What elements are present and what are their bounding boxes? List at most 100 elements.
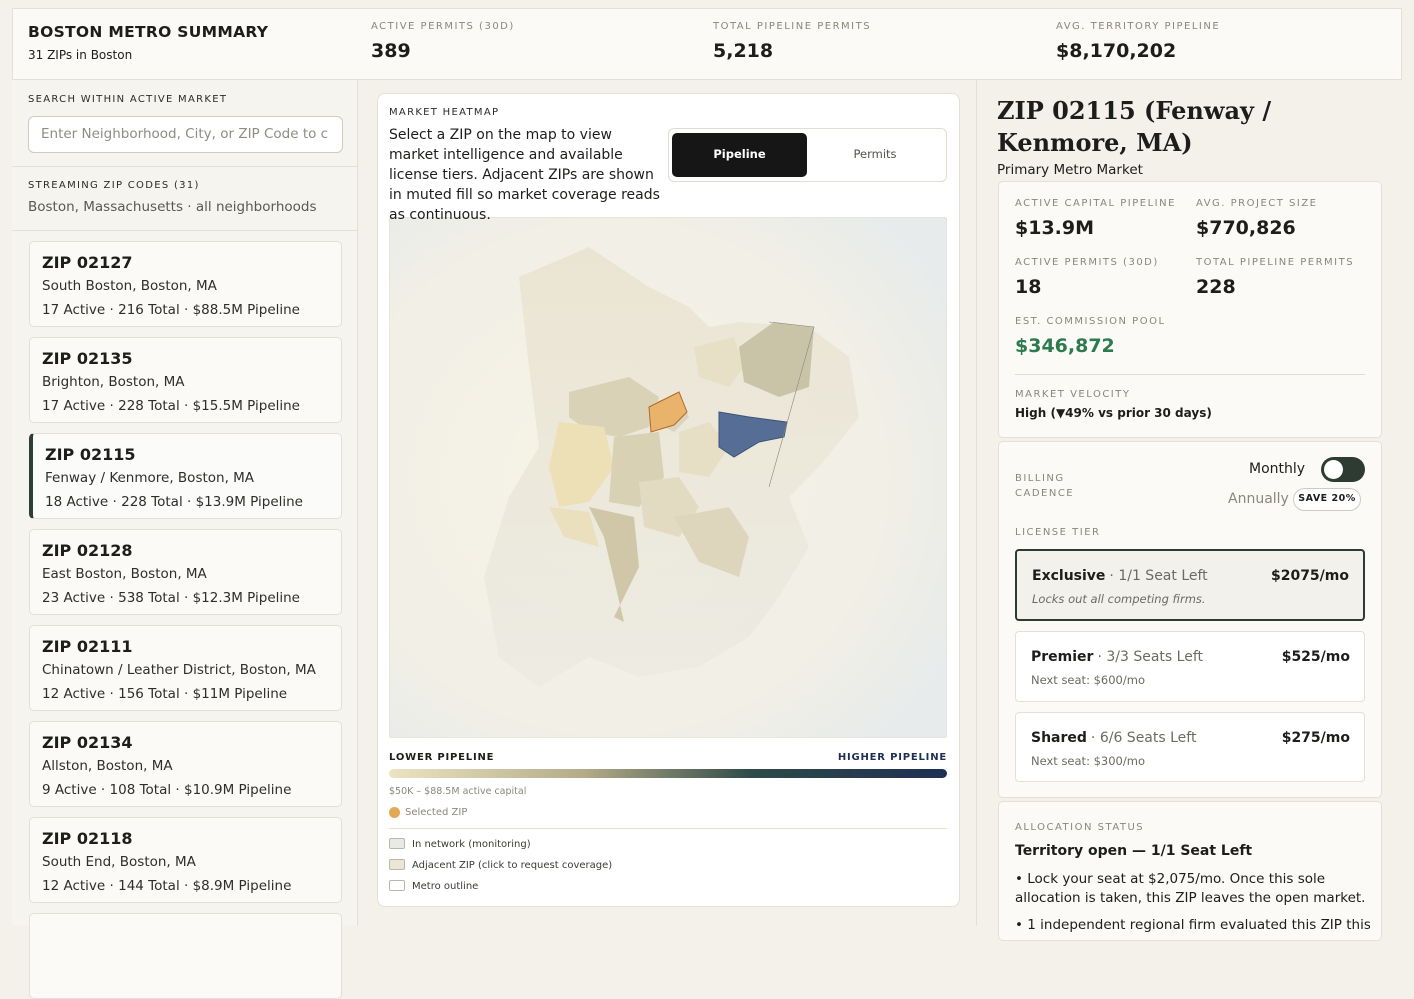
tier-note: Next seat: $300/mo <box>1031 754 1145 768</box>
stat-value: $8,170,202 <box>1056 40 1177 62</box>
zip-card[interactable]: ZIP 02127 South Boston, Boston, MA 17 Acti… <box>29 241 342 327</box>
tier-price: $525/mo <box>1281 649 1350 665</box>
legend-item: Metro outline <box>412 881 479 892</box>
tier-card[interactable]: Shared · 6/6 Seats Left $275/mo Next seat: … <box>1015 712 1365 782</box>
zip-code: ZIP 02127 <box>42 253 133 272</box>
allocation-status: Territory open — 1/1 Seat Left <box>1015 843 1253 859</box>
zip-code: ZIP 02118 <box>42 829 133 848</box>
metric-value: 18 <box>1015 276 1042 298</box>
zip-card[interactable]: ZIP 02118 South End, Boston, MA 12 Active … <box>29 817 342 903</box>
zip-stats: 17 Active · 228 Total · $15.5M Pipeline <box>42 398 300 414</box>
tier-seats: · 6/6 Seats Left <box>1090 730 1197 746</box>
billing-monthly: Monthly <box>1249 461 1306 477</box>
legend-swatch <box>389 838 405 849</box>
tier-title: Shared · 6/6 Seats Left <box>1031 730 1196 746</box>
zip-area: South Boston, Boston, MA <box>42 278 217 294</box>
zip-card[interactable]: ZIP 02135 Brighton, Boston, MA 17 Active ·… <box>29 337 342 423</box>
list-label: STREAMING ZIP CODES (31) <box>28 180 200 191</box>
selected-dot <box>389 807 400 818</box>
zip-stats: 17 Active · 216 Total · $88.5M Pipeline <box>42 302 300 318</box>
metric-label: EST. COMMISSION POOL <box>1015 316 1166 327</box>
zip-stats: 18 Active · 228 Total · $13.9M Pipeline <box>45 494 303 510</box>
zip-card[interactable]: ZIP 02128 East Boston, Boston, MA 23 Activ… <box>29 529 342 615</box>
tier-title: Premier · 3/3 Seats Left <box>1031 649 1203 665</box>
tier-card[interactable]: Premier · 3/3 Seats Left $525/mo Next seat:… <box>1015 631 1365 702</box>
legend-low: LOWER PIPELINE <box>389 752 495 763</box>
zip-area: Chinatown / Leather District, Boston, MA <box>42 662 316 678</box>
divider <box>12 230 358 231</box>
zip-card[interactable]: ZIP 02134 Allston, Boston, MA 9 Active · 1… <box>29 721 342 807</box>
search-input[interactable] <box>28 116 343 153</box>
velocity-label: MARKET VELOCITY <box>1015 389 1131 400</box>
stat-label: ACTIVE PERMITS (30D) <box>371 21 515 32</box>
zip-area: South End, Boston, MA <box>42 854 196 870</box>
zip-title: ZIP 02115 (Fenway / Kenmore, MA) <box>997 96 1272 157</box>
tab-active[interactable] <box>672 133 807 177</box>
toggle[interactable] <box>1321 457 1365 482</box>
tier-name: Premier <box>1031 649 1094 665</box>
legend-high: HIGHER PIPELINE <box>837 752 947 763</box>
license-label: LICENSE TIER <box>1015 527 1101 538</box>
zip-stats: 23 Active · 538 Total · $12.3M Pipeline <box>42 590 300 606</box>
metric-label: AVG. PROJECT SIZE <box>1196 198 1318 209</box>
divider <box>12 166 358 167</box>
legend-swatch <box>389 859 405 870</box>
save-badge-text: SAVE 20% <box>1298 493 1356 504</box>
map[interactable] <box>389 217 947 738</box>
map-description: Select a ZIP on the map to view market i… <box>389 127 660 223</box>
divider <box>389 828 947 829</box>
metric-value: $13.9M <box>1015 217 1095 239</box>
page: BOSTON METRO SUMMARY 31 ZIPs in Boston ACT… <box>12 8 1402 999</box>
stat-label: TOTAL PIPELINE PERMITS <box>713 21 872 32</box>
metrics-card <box>998 181 1382 438</box>
tier-price: $275/mo <box>1281 730 1350 746</box>
summary-subtitle: 31 ZIPs in Boston <box>28 48 133 62</box>
metric-value: $346,872 <box>1015 335 1115 357</box>
summary-bar <box>12 8 1402 80</box>
tier-card[interactable]: Exclusive · 1/1 Seat Left $2075/mo Locks ou… <box>1015 549 1365 621</box>
zip-code: ZIP 02135 <box>42 349 133 368</box>
metric-label: ACTIVE CAPITAL PIPELINE <box>1015 198 1176 209</box>
tier-title: Exclusive · 1/1 Seat Left <box>1032 568 1208 584</box>
tier-name: Exclusive <box>1032 568 1106 584</box>
legend-selected: Selected ZIP <box>405 807 468 818</box>
stat-value: 5,218 <box>713 40 774 62</box>
allocation-label: ALLOCATION STATUS <box>1015 822 1145 833</box>
zip-code: ZIP 02111 <box>42 637 133 656</box>
tab-pipeline[interactable]: Pipeline <box>713 147 766 161</box>
velocity-value: High (▼49% vs prior 30 days) <box>1015 406 1212 420</box>
tier-name: Shared <box>1031 730 1087 746</box>
billing-annually: Annually <box>1228 491 1289 507</box>
zip-stats: 9 Active · 108 Total · $10.9M Pipeline <box>42 782 292 798</box>
summary-title: BOSTON METRO SUMMARY <box>28 23 269 41</box>
zip-stats: 12 Active · 156 Total · $11M Pipeline <box>42 686 288 702</box>
search-label: SEARCH WITHIN ACTIVE MARKET <box>28 94 228 105</box>
legend-item: Adjacent ZIP (click to request coverage) <box>412 860 613 871</box>
tab-permits[interactable]: Permits <box>853 147 897 161</box>
zip-area: East Boston, Boston, MA <box>42 566 207 582</box>
tier-note: Locks out all competing firms. <box>1032 592 1206 606</box>
zip-code: ZIP 02134 <box>42 733 133 752</box>
tier-price: $2075/mo <box>1270 568 1349 584</box>
zip-subtitle: Primary Metro Market <box>997 162 1143 178</box>
legend-range: $50K – $88.5M active capital <box>389 786 527 797</box>
zip-area: Fenway / Kenmore, Boston, MA <box>45 470 255 486</box>
tier-seats: · 3/3 Seats Left <box>1097 649 1203 665</box>
legend-item: In network (monitoring) <box>412 839 531 850</box>
metric-label: ACTIVE PERMITS (30D) <box>1015 257 1159 268</box>
zip-card[interactable]: ZIP 02111 Chinatown / Leather District, B… <box>29 625 342 711</box>
zip-code: ZIP 02128 <box>42 541 133 560</box>
search-placeholder: Enter Neighborhood, City, or ZIP Code to… <box>41 126 329 142</box>
save-badge <box>1293 488 1361 511</box>
zip-code: ZIP 02115 <box>45 445 136 464</box>
zip-area: Allston, Boston, MA <box>42 758 173 774</box>
list-subtitle: Boston, Massachusetts · all neighborhood… <box>28 199 317 215</box>
tier-seats: · 1/1 Seat Left <box>1109 568 1208 584</box>
stat-value: 389 <box>371 40 411 62</box>
tier-note: Next seat: $600/mo <box>1031 673 1145 687</box>
metric-value: 228 <box>1196 276 1236 298</box>
zip-card[interactable]: ZIP 02115 Fenway / Kenmore, Boston, MA 18 … <box>29 433 342 519</box>
map-label: MARKET HEATMAP <box>389 107 500 118</box>
legend-swatch <box>389 880 405 891</box>
toggle-knob <box>1324 460 1343 479</box>
